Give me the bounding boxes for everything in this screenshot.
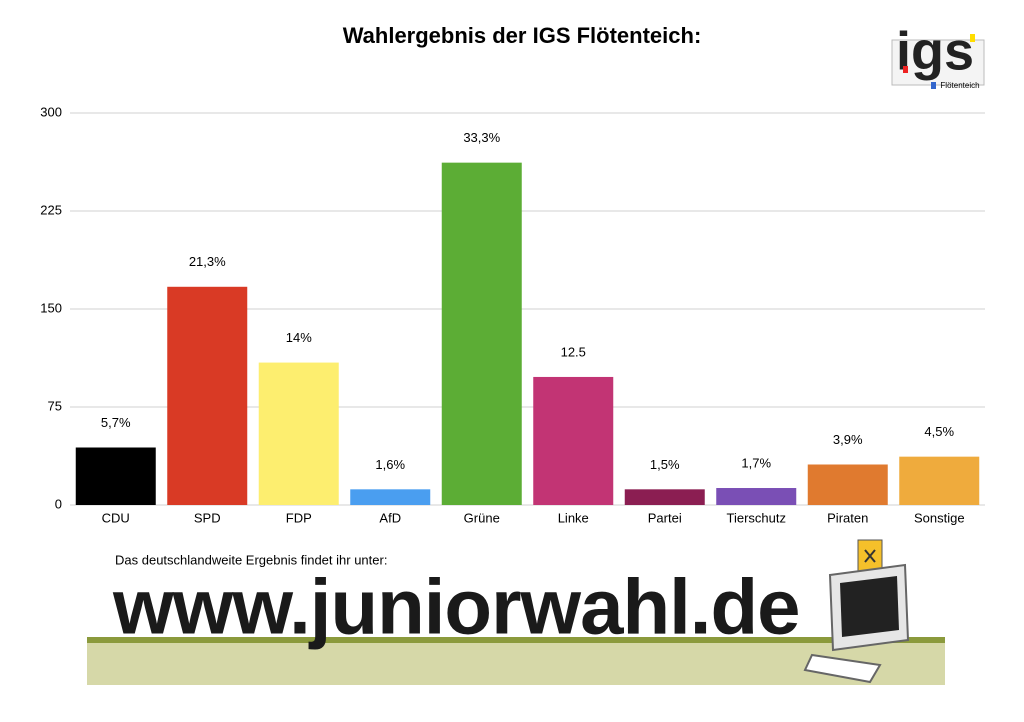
y-tick-label: 225 <box>40 202 62 217</box>
bar <box>350 489 431 505</box>
logo-accent <box>931 82 936 89</box>
logo-frame <box>891 39 985 86</box>
y-tick-label: 0 <box>55 496 62 511</box>
annotation: 3,9% <box>833 432 863 447</box>
x-tick-label: Tierschutz <box>727 510 786 525</box>
logo-text: igs <box>896 21 974 81</box>
x-tick-label: Piraten <box>827 510 868 525</box>
computer-icon <box>803 539 910 684</box>
annotation: 1,5% <box>650 457 680 472</box>
annotation: 1,6% <box>375 457 405 472</box>
bar <box>441 162 522 506</box>
bar <box>533 376 614 505</box>
x-tick-label: Linke <box>558 510 589 525</box>
x-tick-label: Partei <box>648 510 682 525</box>
x-tick-label: Sonstige <box>914 510 965 525</box>
x-tick-label: CDU <box>102 510 130 525</box>
bar <box>75 447 156 505</box>
annotation: 4,5% <box>924 424 954 439</box>
x-tick-label: Grüne <box>464 510 500 525</box>
annotation: 5,7% <box>101 415 131 430</box>
logo: igs Flötenteich <box>891 21 985 90</box>
x-tick-label: FDP <box>286 510 312 525</box>
logo-accent <box>903 66 908 73</box>
y-tick-label: 75 <box>48 398 62 413</box>
logo-subtitle: Flötenteich <box>940 81 979 90</box>
screen <box>840 576 899 637</box>
annotation: 21,3% <box>189 254 226 269</box>
bar <box>716 488 797 505</box>
y-tick-label: 300 <box>40 104 62 119</box>
logo-accent <box>970 34 975 42</box>
annotation: 12.5 <box>561 344 586 359</box>
bar <box>258 362 339 505</box>
footer-stripe <box>87 637 945 643</box>
keyboard <box>803 653 882 684</box>
bar <box>899 456 980 505</box>
footer-url: www.juniorwahl.de <box>112 563 800 651</box>
x-tick-label: SPD <box>194 510 221 525</box>
annotation: 1,7% <box>741 455 771 470</box>
x-tick-label: AfD <box>379 510 401 525</box>
footer-note: Das deutschlandweite Ergebnis findet ihr… <box>115 552 387 567</box>
chart-title: Wahlergebnis der IGS Flötenteich: <box>343 23 702 48</box>
footer-band <box>87 643 945 685</box>
bar <box>624 489 705 505</box>
annotation: 14% <box>286 330 312 345</box>
annotation: 33,3% <box>463 130 500 145</box>
ballot-cross <box>864 549 876 563</box>
bar <box>167 286 248 505</box>
y-tick-label: 150 <box>40 300 62 315</box>
bar <box>807 464 888 505</box>
